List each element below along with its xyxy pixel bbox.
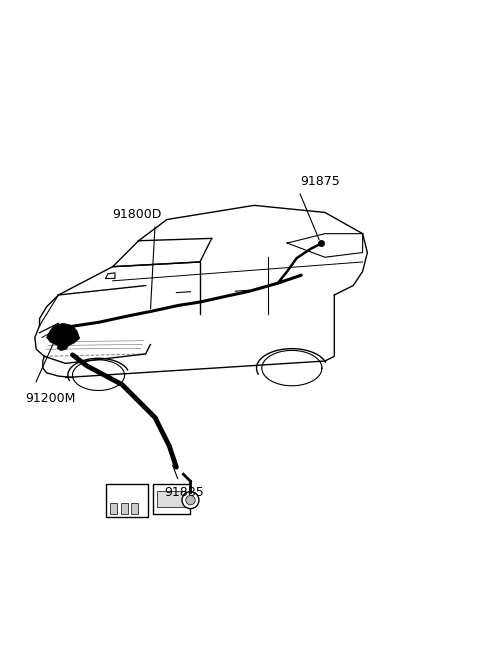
FancyBboxPatch shape: [106, 483, 148, 517]
Bar: [120, 502, 128, 514]
Bar: [110, 502, 118, 514]
Circle shape: [186, 495, 195, 505]
Bar: [131, 502, 138, 514]
Polygon shape: [47, 323, 80, 346]
Text: 91800D: 91800D: [113, 209, 162, 222]
Polygon shape: [57, 341, 69, 351]
Text: 91875: 91875: [300, 175, 340, 188]
Circle shape: [182, 491, 199, 508]
FancyBboxPatch shape: [153, 483, 191, 514]
Bar: [157, 491, 186, 507]
Text: 91200M: 91200M: [25, 392, 76, 405]
Text: 91885: 91885: [165, 486, 204, 499]
